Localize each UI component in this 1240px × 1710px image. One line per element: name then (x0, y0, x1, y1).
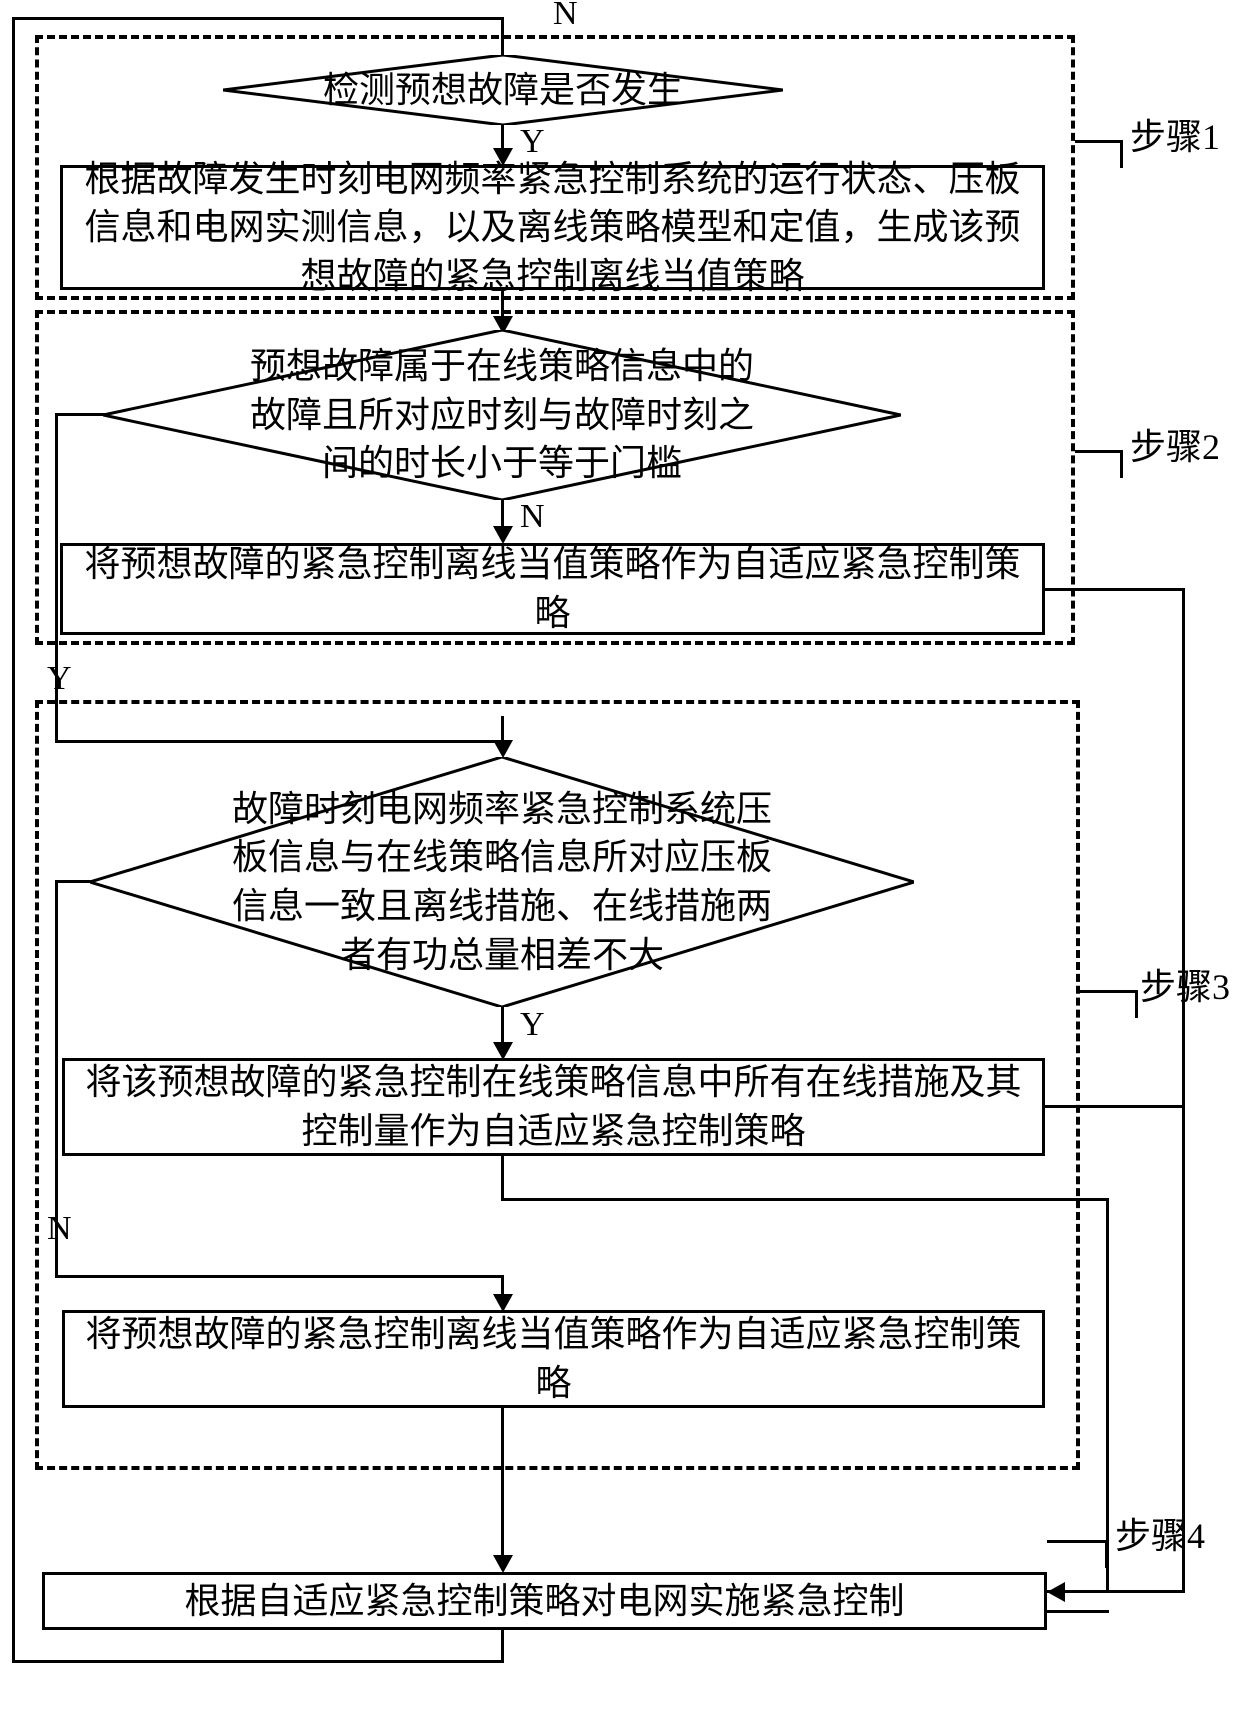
step-leader (1120, 140, 1123, 168)
edge (501, 716, 504, 746)
edge (501, 1408, 504, 1558)
edge (501, 17, 504, 55)
decision-online-threshold: 预想故障属于在线策略信息中的故障且所对应时刻与故障时刻之间的时长小于等于门槛 (103, 330, 901, 500)
step-leader (1105, 1540, 1108, 1568)
decision-detect-fault: 检测预想故障是否发生 (223, 55, 783, 125)
edge (1047, 1590, 1185, 1593)
edge (55, 740, 504, 743)
decision-plate-power-match-text: 故障时刻电网频率紧急控制系统压板信息与在线策略信息所对应压板信息一致且离线措施、… (90, 757, 914, 1007)
flowchart-canvas: 检测预想故障是否发生 N Y 根据故障发生时刻电网频率紧急控制系统的运行状态、压… (0, 0, 1240, 1710)
edge (1047, 1610, 1109, 1613)
label-n: N (520, 498, 545, 536)
edge (55, 413, 105, 416)
step4-label: 步骤4 (1115, 1507, 1205, 1559)
label-n: N (553, 0, 578, 33)
label-y: Y (47, 660, 72, 698)
arrowhead (1047, 1582, 1065, 1602)
label-n: N (47, 1210, 72, 1248)
edge (12, 1660, 504, 1663)
process-online-as-adaptive: 将该预想故障的紧急控制在线策略信息中所有在线措施及其控制量作为自适应紧急控制策略 (62, 1058, 1045, 1156)
step-leader (1080, 990, 1135, 993)
edge (501, 1156, 504, 1201)
decision-plate-power-match: 故障时刻电网频率紧急控制系统压板信息与在线策略信息所对应压板信息一致且离线措施、… (90, 757, 914, 1007)
edge (55, 1275, 504, 1278)
edge (1045, 588, 1185, 591)
process-offline-as-adaptive-2: 将预想故障的紧急控制离线当值策略作为自适应紧急控制策略 (62, 1310, 1045, 1408)
process-generate-offline-strategy: 根据故障发生时刻电网频率紧急控制系统的运行状态、压板信息和电网实测信息，以及离线… (60, 165, 1045, 290)
process-text: 将该预想故障的紧急控制在线策略信息中所有在线措施及其控制量作为自适应紧急控制策略 (79, 1058, 1028, 1155)
edge (1106, 1198, 1109, 1593)
step-leader (1075, 450, 1120, 453)
edge (501, 1198, 1109, 1201)
step-leader (1075, 140, 1120, 143)
edge (501, 1630, 504, 1660)
decision-detect-fault-text: 检测预想故障是否发生 (223, 55, 783, 125)
process-offline-as-adaptive-1: 将预想故障的紧急控制离线当值策略作为自适应紧急控制策略 (60, 543, 1045, 635)
process-text: 将预想故障的紧急控制离线当值策略作为自适应紧急控制策略 (79, 1310, 1028, 1407)
process-text: 将预想故障的紧急控制离线当值策略作为自适应紧急控制策略 (77, 540, 1028, 637)
edge (55, 880, 93, 883)
step-leader (1120, 450, 1123, 478)
step-leader (1047, 1540, 1105, 1543)
process-text: 根据自适应紧急控制策略对电网实施紧急控制 (184, 1577, 904, 1626)
arrowhead (493, 1555, 513, 1573)
edge (12, 17, 504, 20)
step2-label: 步骤2 (1130, 418, 1220, 470)
decision-online-threshold-text: 预想故障属于在线策略信息中的故障且所对应时刻与故障时刻之间的时长小于等于门槛 (103, 330, 901, 500)
step-leader (1135, 990, 1138, 1018)
label-y: Y (520, 1006, 545, 1044)
edge (1045, 1105, 1185, 1108)
edge (501, 1007, 504, 1045)
process-execute-emergency-control: 根据自适应紧急控制策略对电网实施紧急控制 (42, 1572, 1047, 1630)
step1-label: 步骤1 (1130, 108, 1220, 160)
edge (1182, 588, 1185, 1593)
edge (12, 17, 15, 1663)
process-text: 根据故障发生时刻电网频率紧急控制系统的运行状态、压板信息和电网实测信息，以及离线… (77, 155, 1028, 301)
step3-label: 步骤3 (1140, 958, 1230, 1010)
